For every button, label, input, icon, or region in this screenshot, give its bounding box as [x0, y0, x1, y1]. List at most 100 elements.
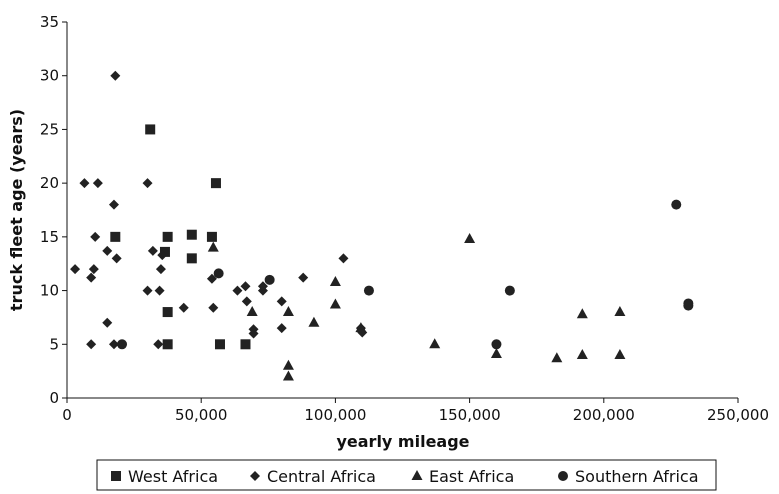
data-point-east-africa — [429, 338, 441, 349]
data-point-east-africa — [490, 347, 502, 358]
y-tick-label: 25 — [40, 120, 59, 138]
data-point-southern-africa — [117, 339, 128, 350]
data-point-west-africa — [162, 339, 173, 350]
data-point-east-africa — [282, 370, 294, 381]
y-axis-title: truck fleet age (years) — [7, 109, 26, 311]
data-point-west-africa — [162, 231, 173, 242]
data-point-central-africa — [276, 323, 287, 334]
legend-items: West Africa Central Africa East Africa Sout… — [111, 467, 699, 486]
legend-marker-central-africa — [250, 471, 260, 481]
data-point-southern-africa — [491, 339, 502, 350]
data-point-central-africa — [298, 272, 309, 283]
data-point-central-africa — [248, 328, 259, 339]
data-point-southern-africa — [363, 285, 374, 296]
data-point-central-africa — [338, 253, 349, 264]
x-tick-label: 50,000 — [175, 406, 228, 424]
data-point-central-africa — [70, 264, 81, 275]
data-point-southern-africa — [264, 274, 275, 285]
y-tick-label: 30 — [40, 67, 59, 85]
data-point-east-africa — [329, 275, 341, 286]
x-tick-label: 250,000 — [707, 406, 769, 424]
x-tick-label: 200,000 — [573, 406, 635, 424]
data-point-east-africa — [329, 298, 341, 309]
legend-label-west-africa: West Africa — [128, 467, 218, 486]
data-point-southern-africa — [504, 285, 515, 296]
data-point-southern-africa — [213, 268, 224, 279]
data-point-west-africa — [145, 124, 156, 135]
data-point-central-africa — [108, 339, 119, 350]
data-point-central-africa — [232, 285, 243, 296]
data-point-east-africa — [464, 233, 476, 244]
data-point-west-africa — [186, 253, 197, 264]
data-point-central-africa — [90, 231, 101, 242]
legend-label-southern-africa: Southern Africa — [575, 467, 699, 486]
data-point-central-africa — [147, 245, 158, 256]
data-point-central-africa — [111, 253, 122, 264]
data-point-west-africa — [206, 231, 217, 242]
data-point-west-africa — [214, 339, 225, 350]
legend-box — [96, 459, 717, 491]
data-point-west-africa — [186, 229, 197, 240]
data-point-central-africa — [142, 178, 153, 189]
data-point-central-africa — [86, 339, 97, 350]
data-point-east-africa — [282, 306, 294, 317]
x-ticks: 0 50,000 100,000 150,000 200,000 250,000 — [62, 398, 769, 424]
data-point-central-africa — [88, 264, 99, 275]
data-point-west-africa — [162, 307, 173, 318]
data-point-west-africa — [240, 339, 251, 350]
data-point-central-africa — [157, 250, 168, 261]
data-point-central-africa — [102, 317, 113, 328]
legend-marker-southern-africa — [558, 471, 568, 481]
data-point-west-africa — [110, 231, 121, 242]
data-point-central-africa — [108, 199, 119, 210]
data-point-east-africa — [308, 316, 320, 327]
data-point-east-africa — [576, 308, 588, 319]
legend: West Africa Central Africa East Africa Sout… — [96, 459, 717, 491]
data-point-east-africa — [355, 322, 367, 333]
data-point-central-africa — [178, 302, 189, 313]
legend-label-east-africa: East Africa — [429, 467, 514, 486]
data-points — [70, 70, 694, 381]
data-point-east-africa — [246, 306, 258, 317]
x-axis-title: yearly mileage — [336, 432, 469, 451]
data-point-central-africa — [86, 272, 97, 283]
y-tick-label: 35 — [40, 13, 59, 31]
data-point-central-africa — [206, 273, 217, 284]
data-point-central-africa — [110, 70, 121, 81]
data-point-west-africa — [159, 246, 170, 257]
x-tick-label: 0 — [62, 406, 72, 424]
data-point-central-africa — [79, 178, 90, 189]
data-point-west-africa — [210, 178, 221, 189]
data-point-east-africa — [614, 349, 626, 360]
legend-marker-west-africa — [111, 471, 121, 481]
data-point-east-africa — [614, 306, 626, 317]
data-point-east-africa — [282, 359, 294, 370]
axes: 0 5 10 15 20 25 30 35 0 50,000 100,000 150,000 200,… — [40, 13, 769, 424]
data-point-central-africa — [257, 281, 268, 292]
y-ticks: 0 5 10 15 20 25 30 35 — [40, 13, 67, 407]
legend-marker-east-africa — [411, 470, 423, 480]
data-point-central-africa — [153, 339, 164, 350]
data-point-central-africa — [208, 302, 219, 313]
data-point-central-africa — [241, 296, 252, 307]
data-point-east-africa — [551, 352, 563, 363]
y-tick-label: 20 — [40, 174, 59, 192]
data-point-central-africa — [155, 264, 166, 275]
y-tick-label: 15 — [40, 228, 59, 246]
data-point-east-africa — [576, 349, 588, 360]
data-point-southern-africa — [671, 199, 682, 210]
data-point-east-africa — [207, 241, 219, 252]
legend-label-central-africa: Central Africa — [267, 467, 376, 486]
data-point-central-africa — [142, 285, 153, 296]
data-point-central-africa — [92, 178, 103, 189]
data-point-southern-africa — [683, 300, 694, 311]
x-tick-label: 100,000 — [304, 406, 366, 424]
data-point-central-africa — [154, 285, 165, 296]
y-tick-label: 0 — [49, 389, 59, 407]
data-point-central-africa — [240, 281, 251, 292]
x-tick-label: 150,000 — [439, 406, 501, 424]
data-point-central-africa — [102, 245, 113, 256]
data-point-central-africa — [276, 296, 287, 307]
y-tick-label: 10 — [40, 282, 59, 300]
